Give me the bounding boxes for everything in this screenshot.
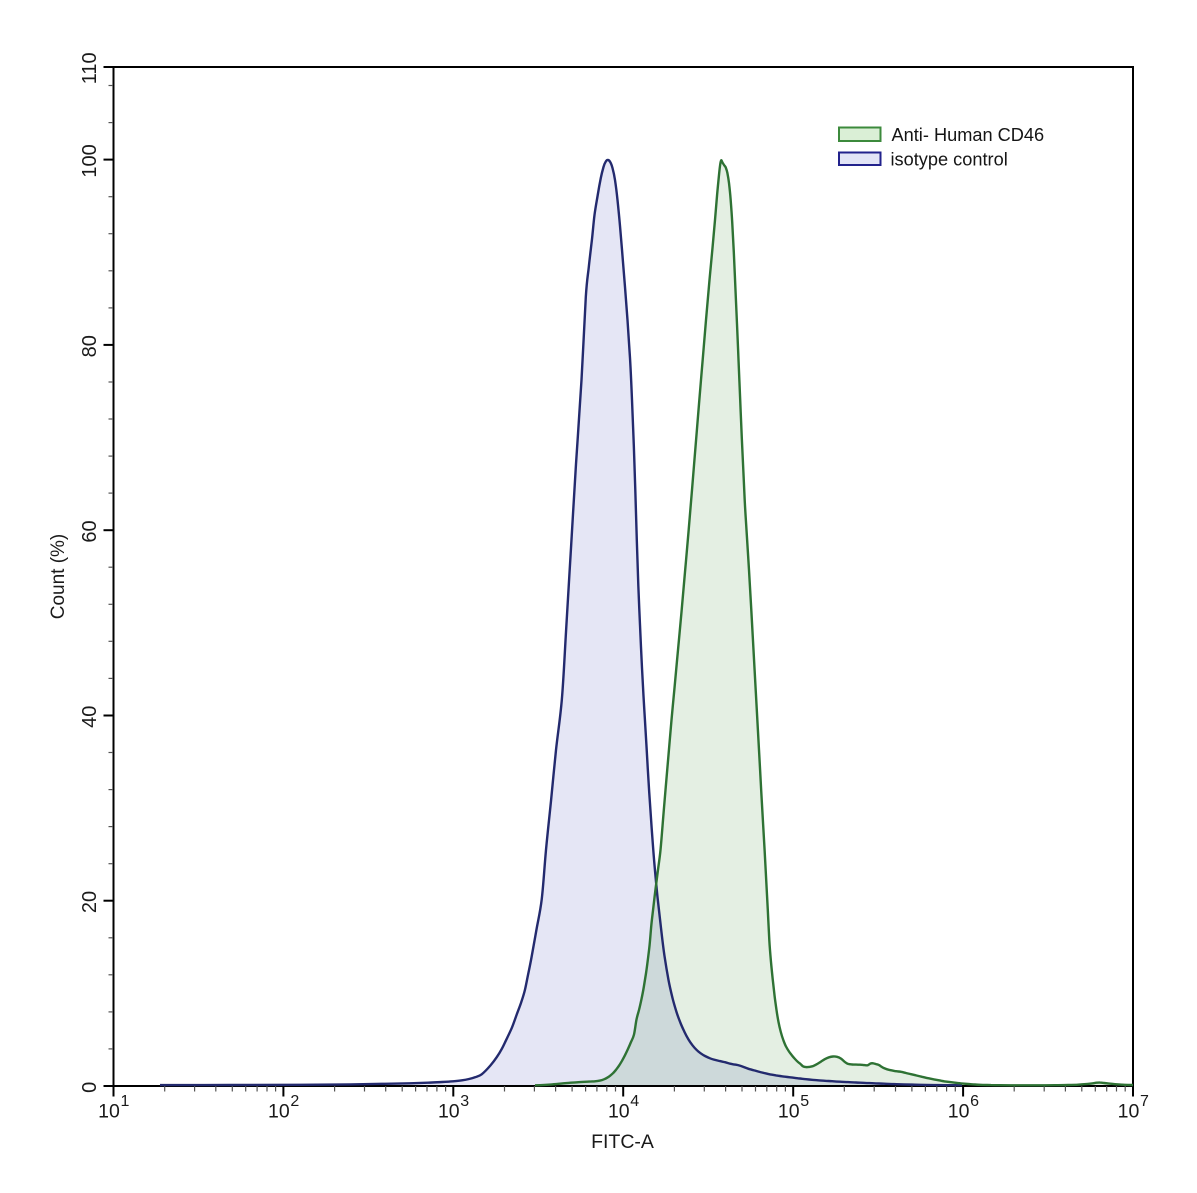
svg-text:10: 10 xyxy=(608,1101,630,1123)
svg-text:10: 10 xyxy=(98,1101,120,1123)
svg-text:10: 10 xyxy=(438,1101,460,1123)
svg-text:3: 3 xyxy=(460,1093,469,1110)
svg-text:isotype control: isotype control xyxy=(891,149,1008,169)
svg-text:4: 4 xyxy=(630,1093,639,1110)
svg-text:1: 1 xyxy=(121,1093,130,1110)
svg-text:60: 60 xyxy=(79,520,101,542)
svg-text:FITC-A: FITC-A xyxy=(591,1131,654,1153)
svg-text:10: 10 xyxy=(268,1101,290,1123)
svg-text:10: 10 xyxy=(948,1101,970,1123)
svg-text:40: 40 xyxy=(79,706,101,728)
svg-text:110: 110 xyxy=(79,52,101,84)
svg-text:10: 10 xyxy=(778,1101,800,1123)
svg-text:7: 7 xyxy=(1140,1093,1149,1110)
svg-text:Count (%): Count (%) xyxy=(48,534,69,620)
svg-text:2: 2 xyxy=(290,1093,299,1110)
svg-text:6: 6 xyxy=(970,1093,979,1110)
svg-text:10: 10 xyxy=(1118,1101,1140,1123)
svg-text:80: 80 xyxy=(79,335,101,357)
svg-text:100: 100 xyxy=(79,144,101,177)
svg-text:20: 20 xyxy=(79,891,101,913)
svg-text:Anti- Human CD46: Anti- Human CD46 xyxy=(892,125,1045,145)
svg-text:0: 0 xyxy=(79,1082,101,1093)
svg-text:5: 5 xyxy=(800,1093,809,1110)
